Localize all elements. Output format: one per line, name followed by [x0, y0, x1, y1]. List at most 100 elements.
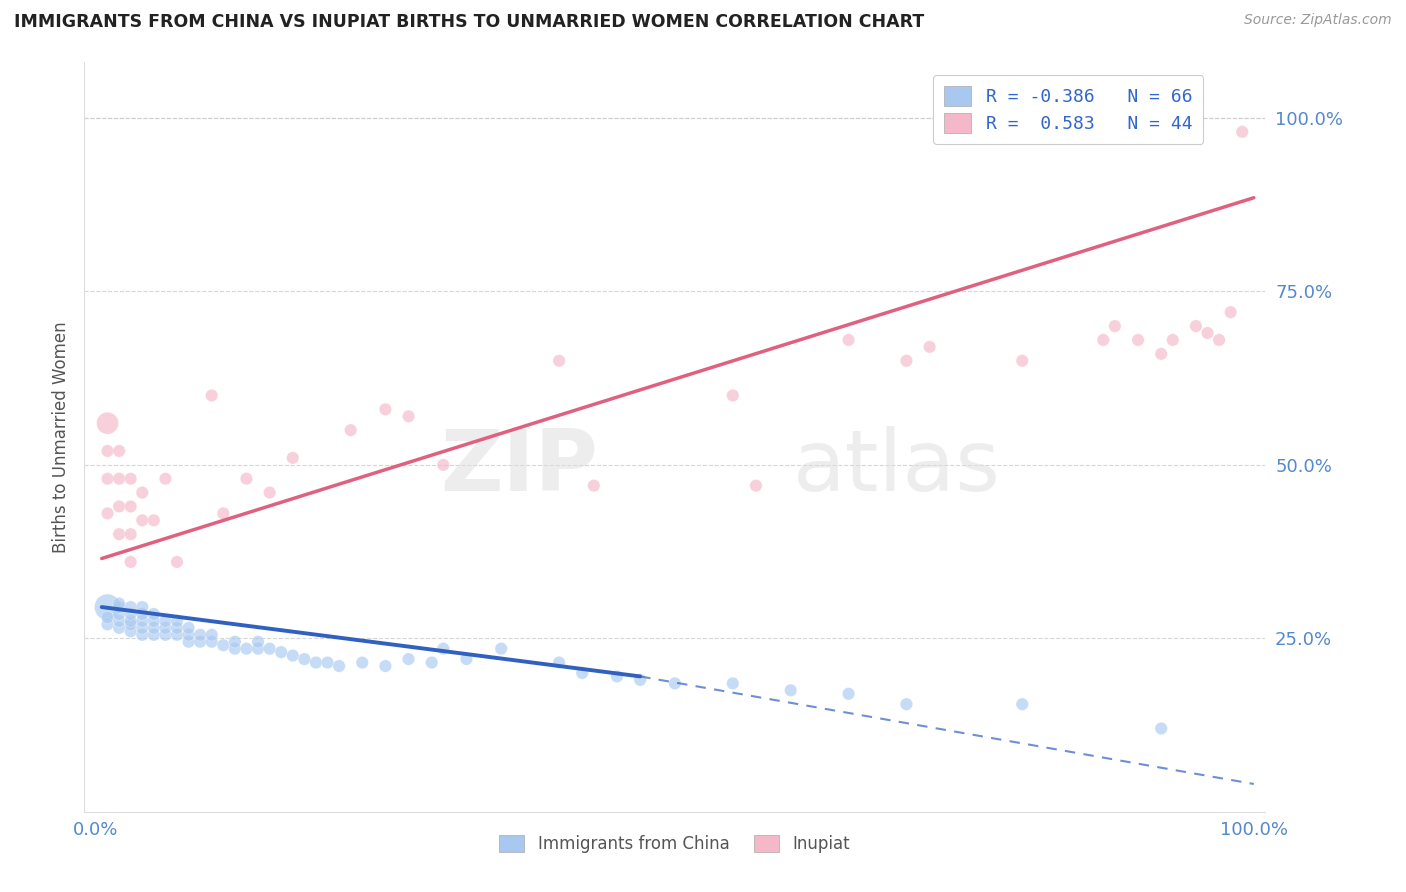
- Point: [120, 624, 142, 639]
- Point: [721, 676, 744, 690]
- Point: [281, 450, 304, 465]
- Point: [259, 641, 281, 656]
- Point: [131, 607, 153, 621]
- Point: [432, 641, 454, 656]
- Point: [166, 555, 188, 569]
- Point: [96, 472, 118, 486]
- Point: [188, 628, 211, 642]
- Point: [142, 614, 165, 628]
- Point: [398, 652, 420, 666]
- Point: [224, 641, 246, 656]
- Point: [352, 656, 374, 670]
- Point: [1208, 333, 1230, 347]
- Point: [142, 513, 165, 527]
- Point: [1150, 722, 1173, 736]
- Point: [142, 607, 165, 621]
- Point: [201, 628, 224, 642]
- Point: [108, 607, 131, 621]
- Point: [108, 621, 131, 635]
- Point: [120, 472, 142, 486]
- Point: [166, 621, 188, 635]
- Point: [131, 621, 153, 635]
- Point: [1011, 697, 1033, 711]
- Point: [120, 500, 142, 514]
- Point: [1104, 319, 1126, 334]
- Point: [779, 683, 801, 698]
- Point: [1126, 333, 1149, 347]
- Point: [247, 641, 270, 656]
- Point: [571, 665, 593, 680]
- Point: [96, 444, 118, 458]
- Legend: Immigrants from China, Inupiat: Immigrants from China, Inupiat: [492, 828, 858, 860]
- Point: [339, 423, 361, 437]
- Point: [398, 409, 420, 424]
- Point: [96, 600, 118, 615]
- Point: [201, 388, 224, 402]
- Point: [896, 353, 918, 368]
- Point: [374, 402, 396, 417]
- Point: [548, 353, 571, 368]
- Point: [838, 333, 860, 347]
- Point: [120, 600, 142, 615]
- Point: [155, 621, 177, 635]
- Point: [212, 507, 235, 521]
- Point: [1150, 347, 1173, 361]
- Text: IMMIGRANTS FROM CHINA VS INUPIAT BIRTHS TO UNMARRIED WOMEN CORRELATION CHART: IMMIGRANTS FROM CHINA VS INUPIAT BIRTHS …: [14, 13, 924, 31]
- Point: [96, 416, 118, 430]
- Y-axis label: Births to Unmarried Women: Births to Unmarried Women: [52, 321, 70, 553]
- Point: [224, 634, 246, 648]
- Text: Source: ZipAtlas.com: Source: ZipAtlas.com: [1244, 13, 1392, 28]
- Point: [96, 617, 118, 632]
- Point: [1161, 333, 1184, 347]
- Point: [108, 600, 131, 615]
- Point: [108, 472, 131, 486]
- Point: [131, 513, 153, 527]
- Point: [1219, 305, 1241, 319]
- Point: [1011, 353, 1033, 368]
- Point: [120, 617, 142, 632]
- Point: [1232, 125, 1254, 139]
- Point: [432, 458, 454, 472]
- Point: [212, 638, 235, 652]
- Point: [918, 340, 941, 354]
- Point: [281, 648, 304, 663]
- Point: [188, 634, 211, 648]
- Point: [582, 478, 605, 492]
- Point: [328, 659, 350, 673]
- Point: [155, 628, 177, 642]
- Point: [131, 485, 153, 500]
- Point: [108, 444, 131, 458]
- Point: [305, 656, 328, 670]
- Point: [131, 614, 153, 628]
- Point: [270, 645, 292, 659]
- Point: [131, 628, 153, 642]
- Point: [142, 621, 165, 635]
- Point: [235, 472, 257, 486]
- Point: [247, 634, 270, 648]
- Point: [664, 676, 686, 690]
- Point: [896, 697, 918, 711]
- Point: [120, 555, 142, 569]
- Point: [1197, 326, 1219, 340]
- Point: [628, 673, 651, 687]
- Point: [201, 634, 224, 648]
- Point: [489, 641, 512, 656]
- Point: [374, 659, 396, 673]
- Point: [120, 527, 142, 541]
- Point: [166, 614, 188, 628]
- Point: [120, 607, 142, 621]
- Point: [316, 656, 339, 670]
- Point: [166, 628, 188, 642]
- Point: [259, 485, 281, 500]
- Point: [108, 500, 131, 514]
- Point: [235, 641, 257, 656]
- Point: [177, 628, 200, 642]
- Point: [142, 628, 165, 642]
- Point: [96, 507, 118, 521]
- Point: [838, 687, 860, 701]
- Point: [456, 652, 478, 666]
- Text: ZIP: ZIP: [440, 425, 598, 508]
- Point: [745, 478, 768, 492]
- Point: [1092, 333, 1115, 347]
- Point: [96, 610, 118, 624]
